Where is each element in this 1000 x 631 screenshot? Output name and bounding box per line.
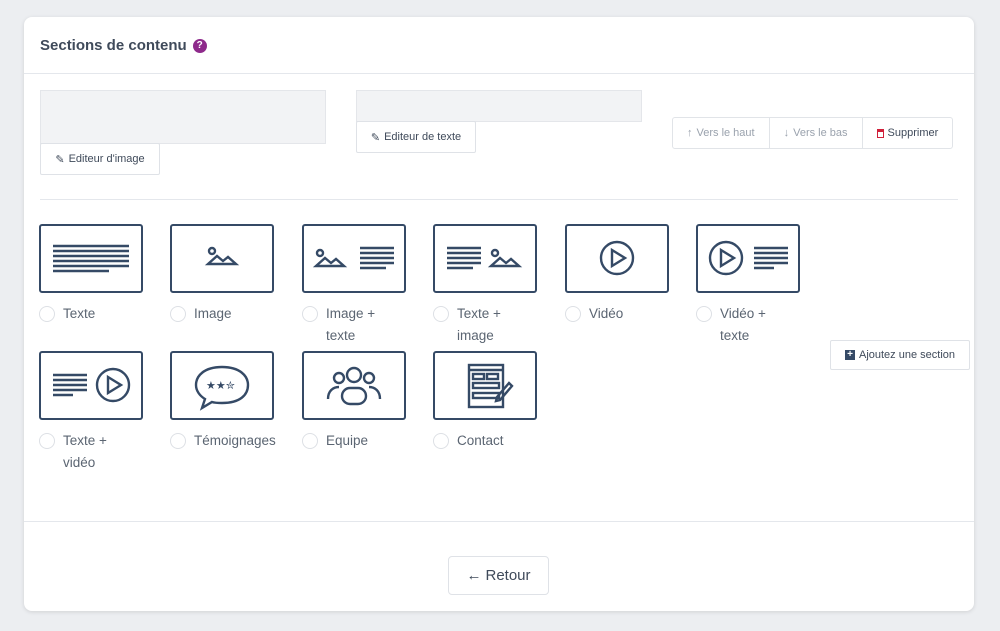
text-placeholder — [356, 90, 642, 122]
section-option-text-image[interactable]: Texte + image — [433, 224, 539, 347]
label: Supprimer — [887, 127, 939, 139]
section-tile[interactable] — [39, 351, 143, 420]
option-label: Equipe — [326, 433, 369, 448]
section-option-video-text[interactable]: Vidéo + texte — [696, 224, 802, 347]
arrow-left-icon: ← — [466, 567, 482, 584]
section-tile[interactable] — [565, 224, 669, 293]
section-option-contact-form[interactable]: Contact — [433, 351, 539, 452]
help-icon[interactable]: ? — [192, 38, 207, 53]
option-label: Image — [194, 306, 232, 321]
section-tile[interactable]: ★★✮ — [170, 351, 274, 420]
text-editor-button[interactable]: ✎ Editeur de texte — [356, 121, 476, 153]
pencil-icon: ✎ — [55, 153, 65, 166]
option-label: Texte — [63, 306, 96, 321]
section-tile[interactable] — [302, 224, 406, 293]
team-icon — [326, 366, 382, 406]
radio-button[interactable] — [170, 306, 186, 322]
radio-button[interactable] — [433, 433, 449, 449]
image-icon — [204, 246, 240, 266]
radio-button[interactable] — [565, 306, 581, 322]
radio-button[interactable] — [302, 433, 318, 449]
image-text-icon — [312, 246, 394, 270]
option-label: Témoignages — [194, 433, 276, 448]
section-option-text-video[interactable]: Texte + vidéo — [39, 351, 145, 474]
radio-button[interactable] — [170, 433, 186, 449]
section-tile[interactable] — [302, 351, 406, 420]
svg-text:★★✮: ★★✮ — [206, 380, 235, 392]
text-video-icon — [53, 367, 131, 403]
move-up-button[interactable]: ↑ Vers le haut — [673, 118, 770, 148]
section-option-testimonials[interactable]: ★★✮ Témoignages — [170, 351, 276, 452]
section-tile[interactable] — [433, 351, 537, 420]
arrow-up-icon: ↑ — [687, 127, 693, 139]
section-option-text-lines[interactable]: Texte — [39, 224, 145, 325]
video-icon — [599, 240, 635, 276]
label: Vers le haut — [696, 127, 755, 139]
divider — [24, 521, 974, 522]
label: Editeur de texte — [384, 131, 462, 143]
radio-button[interactable] — [433, 306, 449, 322]
testimonials-icon: ★★✮ — [194, 365, 250, 411]
label: Editeur d'image — [68, 153, 145, 165]
divider — [24, 73, 974, 74]
add-section-button[interactable]: + Ajoutez une section — [830, 340, 970, 370]
delete-button[interactable]: Supprimer — [863, 118, 953, 148]
label: Vers le bas — [793, 127, 848, 139]
section-option-team[interactable]: Equipe — [302, 351, 408, 452]
section-actions: ↑ Vers le haut ↓ Vers le bas Supprimer — [672, 117, 954, 149]
section-tile[interactable] — [433, 224, 537, 293]
section-tile[interactable] — [696, 224, 800, 293]
plus-square-icon: + — [844, 350, 855, 360]
option-label: Contact — [457, 433, 504, 448]
text-lines-icon — [53, 244, 129, 273]
radio-button[interactable] — [39, 433, 55, 449]
section-option-video[interactable]: Vidéo — [565, 224, 671, 325]
section-option-image-text[interactable]: Image + texte — [302, 224, 408, 347]
option-label: Vidéo + texte — [720, 306, 766, 343]
move-down-button[interactable]: ↓ Vers le bas — [770, 118, 863, 148]
contact-form-icon — [467, 363, 514, 409]
section-tile[interactable] — [170, 224, 274, 293]
arrow-down-icon: ↓ — [783, 127, 790, 139]
image-editor-button[interactable]: ✎ Editeur d'image — [40, 143, 160, 175]
label: Retour — [485, 567, 531, 584]
video-text-icon — [708, 240, 788, 276]
option-label: Image + texte — [326, 306, 376, 343]
pencil-icon: ✎ — [370, 131, 381, 144]
trash-icon — [876, 128, 884, 138]
content-sections-card: Sections de contenu? ✎ Editeur d'image ✎ E… — [24, 17, 974, 611]
option-label: Texte + image — [457, 306, 501, 343]
radio-button[interactable] — [39, 306, 55, 322]
text-image-icon — [447, 246, 523, 270]
radio-button[interactable] — [696, 306, 712, 322]
option-label: Texte + vidéo — [63, 433, 107, 470]
radio-button[interactable] — [302, 306, 318, 322]
page-title: Sections de contenu? — [40, 37, 207, 54]
back-button[interactable]: ← Retour — [448, 556, 549, 595]
divider — [40, 199, 958, 200]
image-placeholder — [40, 90, 326, 144]
label: Ajoutez une section — [858, 349, 955, 361]
title-text: Sections de contenu — [40, 37, 187, 54]
option-label: Vidéo — [589, 306, 624, 321]
section-option-image[interactable]: Image — [170, 224, 276, 325]
section-tile[interactable] — [39, 224, 143, 293]
